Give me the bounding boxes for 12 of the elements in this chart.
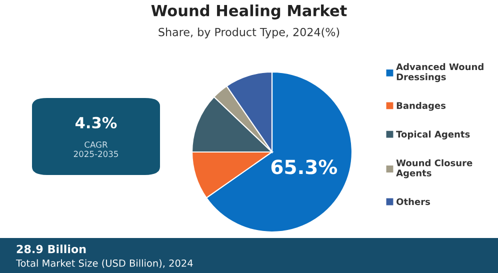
data-label: 65.3% <box>271 160 338 174</box>
legend-label: Wound Closure Agents <box>396 159 472 178</box>
legend-label: Advanced Wound Dressings <box>396 63 484 82</box>
text: 28.9 Billion <box>16 244 86 254</box>
text: CAGR 2025-2035 <box>74 141 118 158</box>
text: Total Market Size (USD Billion), 2024 <box>16 259 193 268</box>
legend-label: Others <box>396 198 430 206</box>
legend-label: Bandages <box>396 102 446 111</box>
chart-title: Wound Healing Market <box>151 4 347 20</box>
chart-subtitle: Share, by Product Type, 2024(%) <box>158 28 340 38</box>
legend-label: Topical Agents <box>396 130 470 140</box>
text: 4.3% <box>76 116 117 128</box>
